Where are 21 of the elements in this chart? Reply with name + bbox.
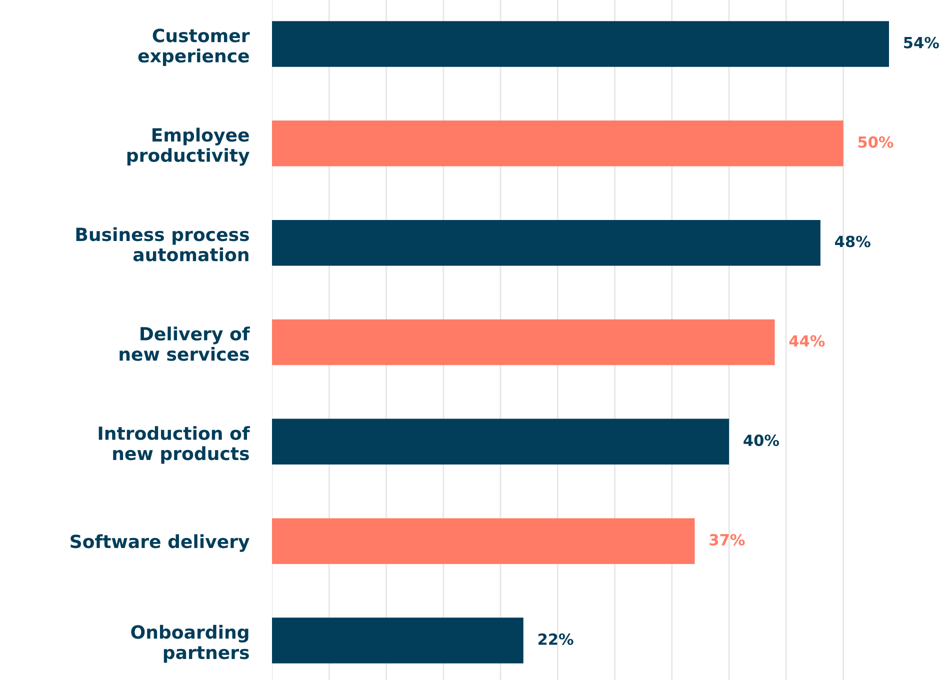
data-label: 40% bbox=[744, 434, 780, 446]
y-tick-label: Onboarding partners bbox=[131, 624, 249, 663]
data-label: 50% bbox=[858, 136, 894, 148]
data-label: 37% bbox=[710, 534, 745, 546]
bar bbox=[272, 518, 695, 564]
y-tick-label: Software delivery bbox=[70, 534, 250, 552]
y-tick-label: Delivery of new services bbox=[120, 326, 250, 361]
data-label: 22% bbox=[538, 633, 574, 645]
bar bbox=[272, 319, 775, 366]
bar bbox=[272, 618, 524, 664]
y-tick-label: Business process automation bbox=[76, 227, 249, 262]
bar bbox=[272, 418, 730, 465]
y-tick-label: Introduction of new products bbox=[98, 426, 250, 464]
data-label: 54% bbox=[904, 36, 939, 48]
bar bbox=[272, 220, 820, 266]
y-tick-label: Employee productivity bbox=[127, 128, 250, 166]
data-label: 44% bbox=[789, 335, 825, 347]
bar bbox=[272, 120, 844, 166]
y-tick-label: Customer experience bbox=[138, 28, 250, 66]
bar bbox=[272, 21, 889, 67]
data-label: 48% bbox=[835, 236, 870, 248]
